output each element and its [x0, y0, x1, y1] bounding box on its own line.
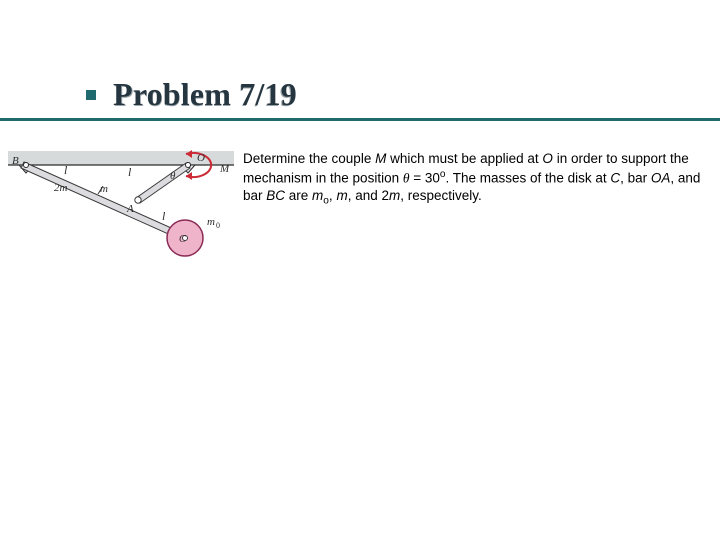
sym-m1: m — [336, 188, 347, 203]
sym-C: C — [610, 170, 620, 185]
label-m-couple: M — [219, 163, 230, 175]
slide: Problem 7/19 Problem 7/19 — [0, 0, 720, 540]
label-l-right: l — [162, 209, 166, 223]
label-a: A — [126, 203, 134, 215]
label-c: C — [179, 234, 186, 245]
t10: , respectively. — [400, 188, 482, 203]
bar-oa — [136, 163, 190, 203]
sym-O: O — [542, 151, 553, 166]
sym-m2: m — [389, 188, 400, 203]
joint-a — [135, 197, 141, 203]
t2: which must be applied at — [386, 151, 542, 166]
t5: , bar — [620, 170, 651, 185]
pin-b-over — [24, 163, 29, 168]
label-o: O — [197, 152, 205, 164]
label-2m: 2m — [54, 182, 68, 194]
sym-BC: BC — [266, 188, 285, 203]
svg-text:0: 0 — [216, 221, 220, 230]
t4: . The masses of the disk at — [446, 170, 611, 185]
label-b: B — [12, 155, 19, 167]
label-m0: m 0 — [207, 216, 220, 230]
t1: Determine the couple — [243, 151, 375, 166]
sym-OA: OA — [651, 170, 671, 185]
sym-mo: m — [312, 188, 323, 203]
t9: , and 2 — [348, 188, 389, 203]
svg-text:m: m — [207, 216, 215, 228]
slide-title: Problem 7/19 — [113, 76, 720, 113]
title-text: Problem 7/19 — [113, 76, 297, 113]
mechanism-figure: B O M A C θ l l l 2m m m 0 — [8, 146, 234, 266]
t-eq: = 30 — [409, 170, 439, 185]
title-underline — [0, 118, 720, 121]
t7: are — [285, 188, 312, 203]
label-theta: θ — [170, 170, 176, 182]
problem-statement: Determine the couple M which must be app… — [243, 150, 713, 207]
label-l-mid: l — [128, 165, 132, 179]
sym-M: M — [375, 151, 386, 166]
pin-o-over — [186, 163, 191, 168]
title-bullet — [86, 90, 96, 100]
bar-bc — [21, 162, 178, 237]
label-m-bar: m — [100, 183, 108, 195]
couple-arrow-head-bot — [186, 172, 192, 180]
